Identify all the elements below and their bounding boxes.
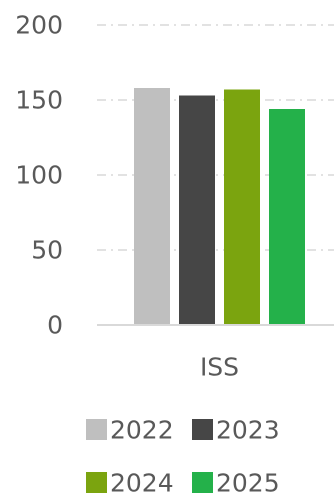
y-tick-label: 50: [31, 236, 63, 265]
legend-swatch-2025: [192, 472, 213, 493]
y-tick-label: 100: [15, 161, 63, 190]
legend-label-2022: 2022: [110, 416, 174, 445]
legend: 2022 2023 2024 2025: [86, 416, 280, 494]
bar-2022: [134, 88, 170, 325]
bars: [134, 88, 305, 325]
legend-label-2023: 2023: [216, 416, 280, 445]
bar-2024: [224, 89, 260, 325]
legend-swatch-2022: [86, 419, 107, 440]
x-axis: ISS: [97, 324, 334, 382]
legend-label-2025: 2025: [216, 469, 280, 494]
y-tick-label: 150: [15, 86, 63, 115]
bar-2025: [269, 109, 305, 325]
y-tick-label: 0: [47, 311, 63, 340]
legend-label-2024: 2024: [110, 469, 174, 494]
y-axis: 0 50 100 150 200: [15, 11, 63, 340]
bar-2023: [179, 95, 215, 325]
x-category-label: ISS: [200, 353, 239, 382]
legend-swatch-2023: [192, 419, 213, 440]
y-tick-label: 200: [15, 11, 63, 40]
legend-swatch-2024: [86, 472, 107, 493]
